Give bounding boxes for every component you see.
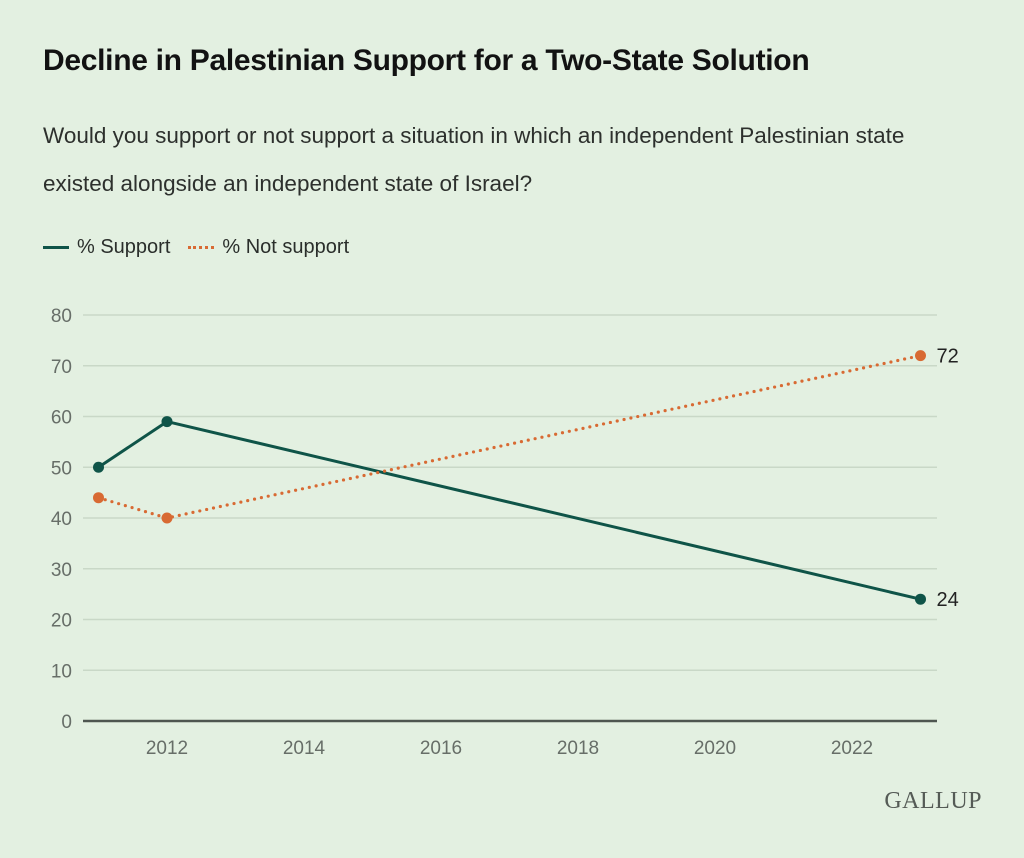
- series-line-support: [97, 420, 921, 601]
- y-tick-label: 30: [51, 560, 72, 581]
- y-tick-label: 60: [51, 408, 72, 429]
- legend-label-support: % Support: [77, 236, 171, 258]
- y-tick-label: 20: [51, 611, 72, 632]
- x-tick-label: 2014: [283, 738, 326, 759]
- x-tick-label: 2018: [557, 738, 599, 759]
- x-tick-label: 2020: [694, 738, 736, 759]
- y-tick-label: 80: [51, 306, 72, 327]
- data-point-support: [915, 593, 926, 605]
- legend-label-not-support: % Not support: [222, 236, 350, 258]
- legend-swatch-not-support: [188, 246, 215, 249]
- x-tick-label: 2022: [831, 738, 873, 759]
- data-point-not-support: [161, 512, 173, 524]
- gallup-logo: GALLUP: [884, 788, 982, 814]
- y-tick-label: 10: [51, 661, 72, 682]
- legend-swatch-support: [43, 246, 69, 249]
- chart-title: Decline in Palestinian Support for a Two…: [43, 44, 810, 77]
- end-label-support: 24: [937, 589, 959, 611]
- data-point-not-support: [93, 492, 104, 504]
- x-tick-label: 2016: [420, 738, 462, 759]
- y-tick-label: 70: [51, 357, 72, 378]
- data-point-support: [93, 461, 104, 473]
- x-tick-label: 2012: [146, 738, 188, 759]
- data-point-support: [161, 416, 173, 428]
- legend-item-support: % Support: [43, 236, 170, 259]
- legend-item-not-support: % Not support: [188, 236, 349, 259]
- data-point-not-support: [915, 350, 926, 362]
- end-label-not-support: 72: [937, 346, 959, 368]
- y-tick-label: 40: [51, 509, 72, 530]
- series-line-not-support: [96, 354, 923, 520]
- legend: % Support % Not support: [43, 236, 367, 259]
- chart-subtitle: Would you support or not support a situa…: [43, 123, 905, 196]
- y-tick-label: 50: [51, 458, 72, 479]
- y-tick-label: 0: [61, 712, 72, 733]
